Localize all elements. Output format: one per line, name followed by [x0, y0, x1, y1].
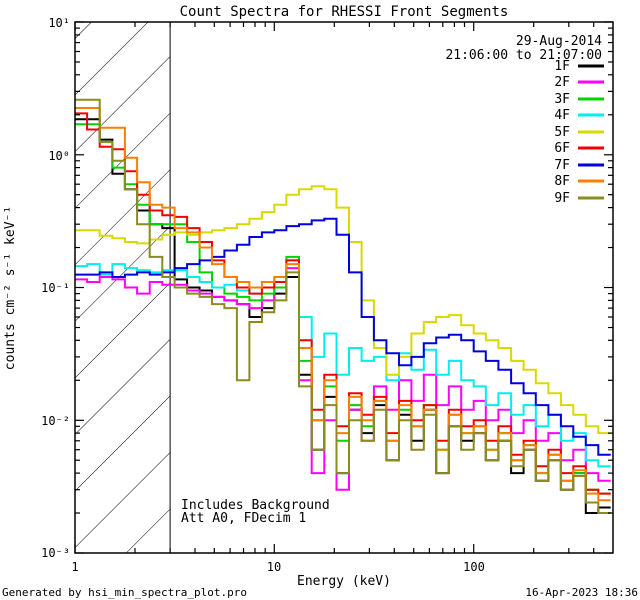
y-tick-label: 10⁻¹ — [41, 281, 70, 295]
series-line-7F — [75, 217, 611, 456]
annotation-attenuator: Att A0, FDecim 1 — [181, 511, 306, 526]
y-axis-title: counts cm⁻² s⁻¹ keV⁻¹ — [3, 206, 18, 370]
legend-label-6F: 6F — [554, 141, 570, 156]
series-line-2F — [75, 267, 611, 491]
y-tick-label: 10⁻² — [41, 414, 70, 428]
x-tick-label: 100 — [463, 560, 485, 574]
y-tick-label: 10⁰ — [48, 149, 70, 163]
legend-label-1F: 1F — [554, 59, 570, 74]
series-line-6F — [75, 112, 611, 495]
legend: 1F 2F 3F 4F 5F 6F 7F 8F 9F — [554, 59, 604, 206]
x-tick-label: 10 — [267, 560, 281, 574]
series-line-9F — [75, 98, 611, 514]
footer-timestamp: 16-Apr-2023 18:36 — [525, 586, 638, 599]
legend-label-4F: 4F — [554, 108, 570, 123]
legend-label-2F: 2F — [554, 75, 570, 90]
y-tick-label: 10¹ — [48, 16, 70, 30]
legend-label-7F: 7F — [554, 158, 570, 173]
x-axis-title: Energy (keV) — [297, 574, 391, 589]
legend-label-3F: 3F — [554, 92, 570, 107]
legend-label-5F: 5F — [554, 125, 570, 140]
series-lines — [75, 98, 611, 514]
axis-ticks — [74, 21, 613, 554]
hatched-low-energy-region — [75, 22, 171, 553]
date-label: 29-Aug-2014 — [516, 34, 602, 49]
footer-generator: Generated by hsi_min_spectra_plot.pro — [2, 586, 247, 599]
time-range-label: 21:06:00 to 21:07:00 — [445, 48, 602, 63]
series-line-5F — [75, 185, 611, 435]
legend-label-9F: 9F — [554, 191, 570, 206]
annotation-background: Includes Background — [181, 498, 330, 513]
chart-title: Count Spectra for RHESSI Front Segments — [180, 4, 509, 20]
y-tick-label: 10⁻³ — [41, 546, 70, 560]
x-tick-label: 1 — [71, 560, 78, 574]
legend-label-8F: 8F — [554, 174, 570, 189]
